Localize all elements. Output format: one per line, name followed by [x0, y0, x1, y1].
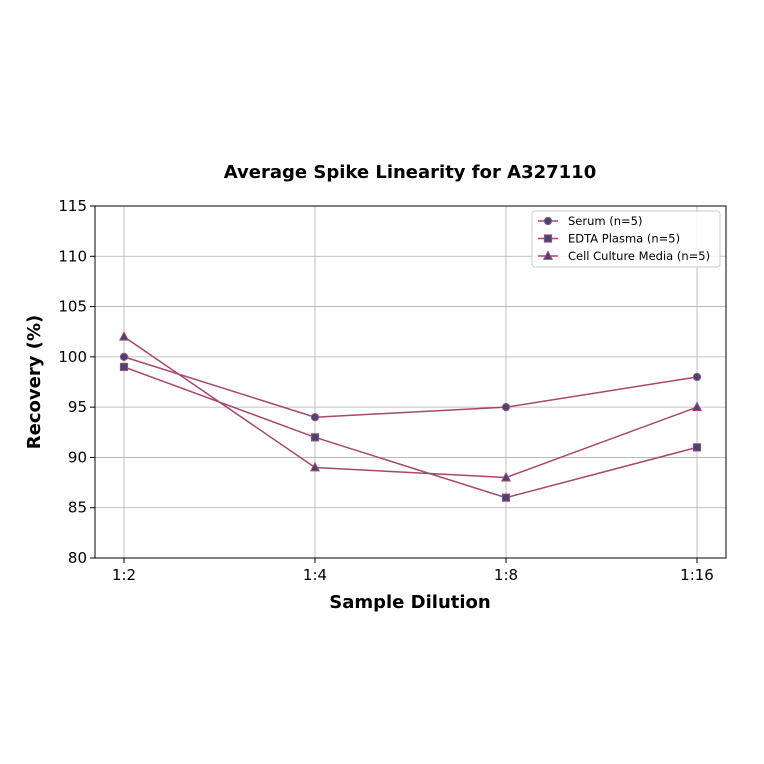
- data-point: [692, 443, 702, 452]
- y-tick-label: 115: [58, 197, 87, 215]
- data-point: [310, 413, 320, 422]
- legend-label: Serum (n=5): [568, 214, 642, 228]
- x-tick-label: 1:16: [680, 566, 714, 584]
- y-tick-label: 85: [68, 499, 87, 517]
- data-point: [119, 352, 129, 361]
- data-point: [309, 461, 321, 472]
- series-line: [123, 366, 698, 499]
- data-point: [501, 493, 511, 502]
- legend-item: Serum (n=5): [538, 214, 642, 228]
- chart-title: Average Spike Linearity for A327110: [224, 162, 596, 183]
- legend-marker: [543, 234, 553, 243]
- x-axis-label: Sample Dilution: [329, 592, 490, 613]
- y-tick-label: 95: [68, 398, 87, 416]
- series-line: [123, 356, 698, 418]
- data-point: [119, 362, 129, 372]
- x-tick-label: 1:4: [303, 566, 327, 584]
- data-point: [692, 372, 702, 382]
- series-layer: [118, 331, 703, 502]
- legend-label: Cell Culture Media (n=5): [568, 249, 710, 263]
- legend-label: EDTA Plasma (n=5): [568, 232, 680, 246]
- series-line: [123, 336, 698, 479]
- legend-box: [531, 210, 721, 268]
- series-1: [119, 362, 702, 502]
- legend: Serum (n=5) EDTA Plasma (n=5) Cell Culture…: [531, 210, 721, 268]
- y-tick-label: 90: [68, 448, 87, 466]
- data-point: [310, 433, 320, 442]
- data-point: [501, 403, 511, 412]
- x-tick-label: 1:2: [112, 566, 136, 584]
- y-tick-label: 100: [58, 348, 87, 366]
- data-point: [118, 331, 130, 341]
- legend-marker: [543, 216, 553, 226]
- ticks: 1:2 1:4 1:8 1:16 80 85 90 95 100 105 110 115: [58, 197, 713, 584]
- legend-marker: [542, 250, 554, 260]
- legend-item: EDTA Plasma (n=5): [538, 232, 680, 246]
- data-point: [500, 471, 512, 482]
- data-point: [691, 401, 703, 412]
- y-tick-label: 105: [58, 298, 87, 316]
- y-tick-label: 80: [68, 549, 87, 567]
- y-axis-label: Recovery (%): [24, 315, 45, 449]
- series-0: [119, 352, 702, 422]
- x-tick-label: 1:8: [494, 566, 518, 584]
- plot-frame: [94, 205, 727, 559]
- legend-item: Cell Culture Media (n=5): [538, 249, 710, 263]
- series-2: [118, 331, 703, 482]
- y-tick-label: 110: [58, 247, 87, 265]
